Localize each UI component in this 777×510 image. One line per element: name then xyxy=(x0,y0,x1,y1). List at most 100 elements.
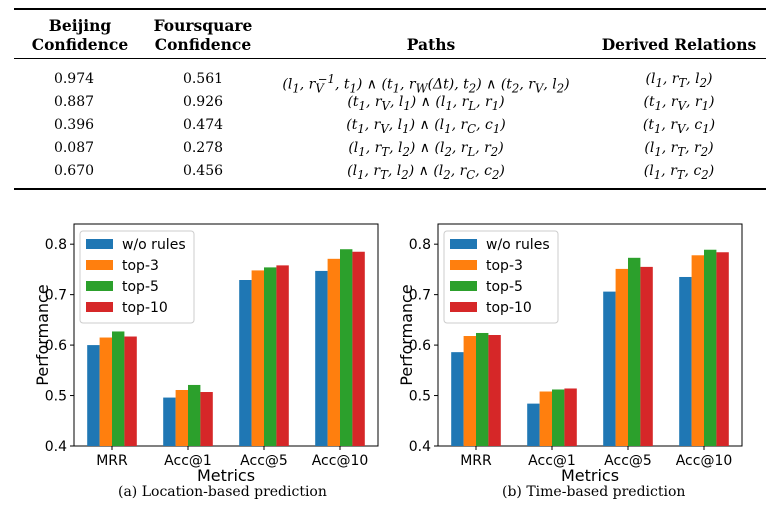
bar-top-10 xyxy=(276,265,289,446)
bar-w-o-rules xyxy=(315,270,328,446)
legend: w/o rules top-3 top-5 top-10 xyxy=(79,230,195,324)
x-tick-label: MRR xyxy=(460,453,492,469)
x-tick-label: Acc@10 xyxy=(312,453,369,469)
bar-top-5 xyxy=(552,389,565,446)
legend-label: w/o rules xyxy=(486,237,550,253)
cell-path: (t1, rV, l1) ∧ (l1, rL, r1) xyxy=(347,94,505,113)
cell-derived: (l1, rT, c2) xyxy=(643,163,715,182)
bar-top-3 xyxy=(539,391,552,446)
legend-swatch xyxy=(86,260,113,270)
cell-path: (l1, rV−1, t1) ∧ (t1, rW(Δt), t2) ∧ (t2,… xyxy=(282,72,570,96)
legend-label: top-10 xyxy=(122,300,168,316)
cell-derived: (t1, rV, r1) xyxy=(643,94,715,113)
legend-swatch xyxy=(450,302,477,312)
cell-beijing: 0.887 xyxy=(53,94,95,110)
bar-top-3 xyxy=(99,337,112,446)
cell-foursquare: 0.474 xyxy=(182,117,224,133)
legend-box xyxy=(79,230,195,324)
bar-w-o-rules xyxy=(527,403,540,446)
legend-swatch xyxy=(450,281,477,291)
header-foursquare-line1: Foursquare xyxy=(153,16,253,35)
header-beijing: Beijing Confidence xyxy=(14,16,146,54)
bar-top-3 xyxy=(615,268,628,446)
table-top-rule xyxy=(14,8,766,10)
y-tick-label: 0.5 xyxy=(45,389,67,405)
bar-w-o-rules xyxy=(163,397,176,446)
caption-time: (b) Time-based prediction xyxy=(502,484,686,500)
legend-label: w/o rules xyxy=(122,237,186,253)
cell-path: (l1, rT, l2) ∧ (l2, rC, c2) xyxy=(347,163,505,182)
bar-top-10 xyxy=(640,266,653,446)
cell-beijing: 0.670 xyxy=(53,163,95,179)
bar-w-o-rules xyxy=(679,276,692,446)
y-tick-label: 0.6 xyxy=(45,338,67,354)
x-tick-label: Acc@1 xyxy=(528,453,576,469)
table-bottom-rule xyxy=(14,188,766,190)
y-tick-label: 0.7 xyxy=(45,288,67,304)
legend-swatch xyxy=(86,281,113,291)
legend-label: top-5 xyxy=(486,279,523,295)
cell-beijing: 0.396 xyxy=(53,117,95,133)
legend-swatch xyxy=(450,260,477,270)
bar-top-5 xyxy=(112,331,125,446)
cell-derived: (l1, rT, l2) xyxy=(645,71,713,90)
cell-path: (t1, rV, l1) ∧ (l1, rC, c1) xyxy=(346,117,506,136)
bar-w-o-rules xyxy=(603,291,616,446)
x-axis-label: Metrics xyxy=(561,466,619,482)
location-based-chart: 0.4 0.5 0.6 0.7 0.8 Performance MRR Acc@1 Acc@5 A… xyxy=(33,223,379,482)
cell-derived: (l1, rT, r2) xyxy=(644,140,714,159)
cell-foursquare: 0.456 xyxy=(182,163,224,179)
x-tick-label: Acc@5 xyxy=(240,453,288,469)
cell-beijing: 0.974 xyxy=(53,71,95,87)
cell-beijing: 0.087 xyxy=(53,140,95,156)
y-tick-label: 0.7 xyxy=(409,288,431,304)
bar-top-5 xyxy=(188,384,201,446)
y-tick-label: 0.6 xyxy=(409,338,431,354)
bar-w-o-rules xyxy=(239,280,252,446)
x-axis-label: Metrics xyxy=(197,466,255,482)
caption-location: (a) Location-based prediction xyxy=(118,484,327,500)
y-tick-label: 0.4 xyxy=(409,439,431,455)
bar-top-10 xyxy=(716,252,729,446)
plot-frame xyxy=(437,223,743,447)
bar-top-5 xyxy=(340,249,353,446)
cell-derived: (t1, rV, c1) xyxy=(642,117,716,136)
y-axis-label: Performance xyxy=(397,284,416,385)
y-tick-label: 0.4 xyxy=(45,439,67,455)
y-tick-label: 0.5 xyxy=(409,389,431,405)
header-beijing-line1: Beijing xyxy=(48,16,112,35)
bar-w-o-rules xyxy=(87,345,100,446)
cell-foursquare: 0.926 xyxy=(182,94,224,110)
bar-top-5 xyxy=(476,332,489,446)
bar-top-10 xyxy=(124,336,137,446)
x-tick-label: Acc@5 xyxy=(604,453,652,469)
header-beijing-line2: Confidence xyxy=(31,35,129,54)
y-tick-label: 0.8 xyxy=(409,237,431,253)
bar-top-3 xyxy=(691,255,704,446)
header-foursquare-line2: Confidence xyxy=(154,35,252,54)
legend-label: top-3 xyxy=(122,258,159,274)
bar-top-5 xyxy=(628,257,641,446)
legend: w/o rules top-3 top-5 top-10 xyxy=(443,230,559,324)
bar-top-3 xyxy=(175,389,188,446)
bar-top-5 xyxy=(704,249,717,446)
bar-top-3 xyxy=(327,258,340,446)
bar-w-o-rules xyxy=(451,352,464,446)
legend-swatch xyxy=(86,302,113,312)
legend-label: top-10 xyxy=(486,300,532,316)
legend-label: top-5 xyxy=(122,279,159,295)
legend-swatch xyxy=(450,239,477,249)
legend-swatch xyxy=(86,239,113,249)
table-header-rule xyxy=(14,58,766,59)
bar-top-10 xyxy=(200,392,213,446)
header-paths: Paths xyxy=(406,35,456,54)
y-axis-label: Performance xyxy=(33,284,52,385)
legend-label: top-3 xyxy=(486,258,523,274)
bar-top-10 xyxy=(352,251,365,446)
cell-foursquare: 0.561 xyxy=(182,71,224,87)
header-foursquare: Foursquare Confidence xyxy=(142,16,264,54)
y-tick-label: 0.8 xyxy=(45,237,67,253)
cell-path: (l1, rT, l2) ∧ (l2, rL, r2) xyxy=(348,140,504,159)
header-derived: Derived Relations xyxy=(601,35,757,54)
plot-frame xyxy=(73,223,379,447)
